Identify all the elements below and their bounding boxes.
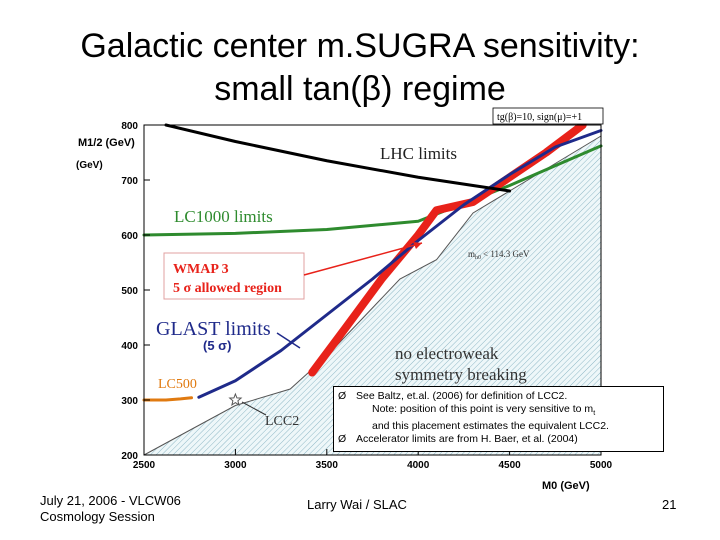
glast-limit-line-point xyxy=(326,313,328,316)
lc500-limit-line-point xyxy=(179,398,182,400)
note-line-3: and this placement estimates the equival… xyxy=(372,420,609,433)
glast-arrow xyxy=(276,332,301,349)
lhc-limit-line-point xyxy=(326,159,328,162)
lc1000-limit-line-point xyxy=(326,228,328,231)
wmap-allowed-band-point xyxy=(417,234,420,236)
glast-limit-line-point xyxy=(417,239,420,242)
lc1000-label: LC1000 limits xyxy=(174,207,273,226)
notes-box: Ø See Baltz, et.al. (2006) for definition… xyxy=(333,386,664,452)
wmap-arrow xyxy=(303,242,423,276)
glast-label: GLAST limits xyxy=(156,318,271,340)
x-tick-label: 2500 xyxy=(133,460,156,471)
ewsb-label-line1: no electroweak xyxy=(395,344,499,363)
lc500-limit-line xyxy=(142,396,194,402)
lc500-limit-line-point xyxy=(165,399,167,401)
footer-author: Larry Wai / SLAC xyxy=(307,497,407,512)
ewsb-label-line2: symmetry breaking xyxy=(395,365,527,384)
wmap-allowed-band-point xyxy=(472,201,474,203)
wmap-label-line1: WMAP 3 xyxy=(173,262,229,277)
glast-limit-line xyxy=(197,129,603,399)
lc1000-limit-line-point xyxy=(417,220,420,223)
parameter-box xyxy=(492,107,604,125)
lc1000-limit-line xyxy=(142,144,603,237)
wmap-arrow-head xyxy=(413,242,422,249)
y-axis-units: (GeV) xyxy=(76,160,103,171)
lhc-limit-line-point xyxy=(234,140,237,143)
lhc-limit-line xyxy=(164,123,512,193)
lc500-limit-line-point xyxy=(190,397,193,399)
parameter-label: tg(β)=10, sign(μ)=+1 xyxy=(497,112,582,123)
y-tick-label: 200 xyxy=(121,451,138,462)
y-tick-label: 800 xyxy=(121,121,138,132)
lcc2-label: LCC2 xyxy=(265,414,299,429)
lhc-limit-line-point xyxy=(417,176,420,179)
glast-limit-line-point xyxy=(463,203,465,206)
wmap-allowed-band-point xyxy=(311,371,313,374)
ewsb-excluded-region xyxy=(144,136,601,455)
y-tick-label: 700 xyxy=(121,176,138,187)
glast-limit-line-point xyxy=(371,278,374,280)
wmap-allowed-band-point xyxy=(344,327,346,330)
slide-title-line2: small tan(β) regime xyxy=(214,70,506,108)
glast-limit-line-point xyxy=(280,349,282,352)
bullet-icon: Ø xyxy=(338,432,347,445)
lc500-label: LC500 xyxy=(158,377,197,392)
glast-limit-line-point xyxy=(554,146,557,148)
note-line-1: Ø See Baltz, et.al. (2006) for definition… xyxy=(338,390,568,402)
x-axis-label: M0 (GeV) xyxy=(542,480,590,492)
glast-limit-line-point xyxy=(234,379,237,382)
x-tick-label: 5000 xyxy=(590,460,613,471)
lcc2-arrow xyxy=(241,401,267,416)
glast-limit-line-point xyxy=(198,396,200,399)
mh-label: mh0 < 114.3 GeV xyxy=(468,249,530,261)
glast-sigma-label: (5 σ) xyxy=(203,338,231,353)
glast-limit-line-point xyxy=(508,173,511,176)
y-tick-label: 600 xyxy=(121,231,138,242)
wmap-label-line2: 5 σ allowed region xyxy=(173,281,282,296)
footer-date: July 21, 2006 - VLCW06 Cosmology Session xyxy=(40,493,181,524)
msugra-chart: 2500 3000 3500 4000 4500 5000 200 300 400 500 600 7… xyxy=(76,107,613,492)
y-tick-label: 400 xyxy=(121,341,138,352)
page-number: 21 xyxy=(662,497,677,512)
wmap-allowed-band-point xyxy=(508,176,511,179)
y-tick-label: 500 xyxy=(121,286,138,297)
lcc2-point xyxy=(228,392,243,407)
y-tick-label: 300 xyxy=(121,396,138,407)
wmap-allowed-band-point xyxy=(380,278,383,280)
lc1000-limit-line-point xyxy=(234,232,237,235)
y-axis-label: M1/2 (GeV) xyxy=(78,137,135,149)
x-tick-label: 3500 xyxy=(316,460,339,471)
wmap-allowed-band-point xyxy=(435,209,438,212)
note-line-4: Ø Accelerator limits are from H. Baer, et… xyxy=(338,432,578,445)
lhc-label: LHC limits xyxy=(380,144,457,163)
ewsb-boundary-line xyxy=(143,135,602,456)
slide-title-line1: Galactic center m.SUGRA sensitivity: xyxy=(80,27,640,65)
wmap-box xyxy=(163,252,305,300)
bullet-icon: Ø xyxy=(338,390,347,402)
lc1000-limit-line-point xyxy=(508,184,511,187)
x-tick-label: 4000 xyxy=(407,460,430,471)
lhc-limit-line-point xyxy=(508,190,511,192)
x-tick-label: 4500 xyxy=(498,460,521,471)
lhc-limit-line-point xyxy=(472,184,474,187)
x-tick-label: 3000 xyxy=(224,460,247,471)
note-line-2: Note: position of this point is very sen… xyxy=(372,402,596,417)
